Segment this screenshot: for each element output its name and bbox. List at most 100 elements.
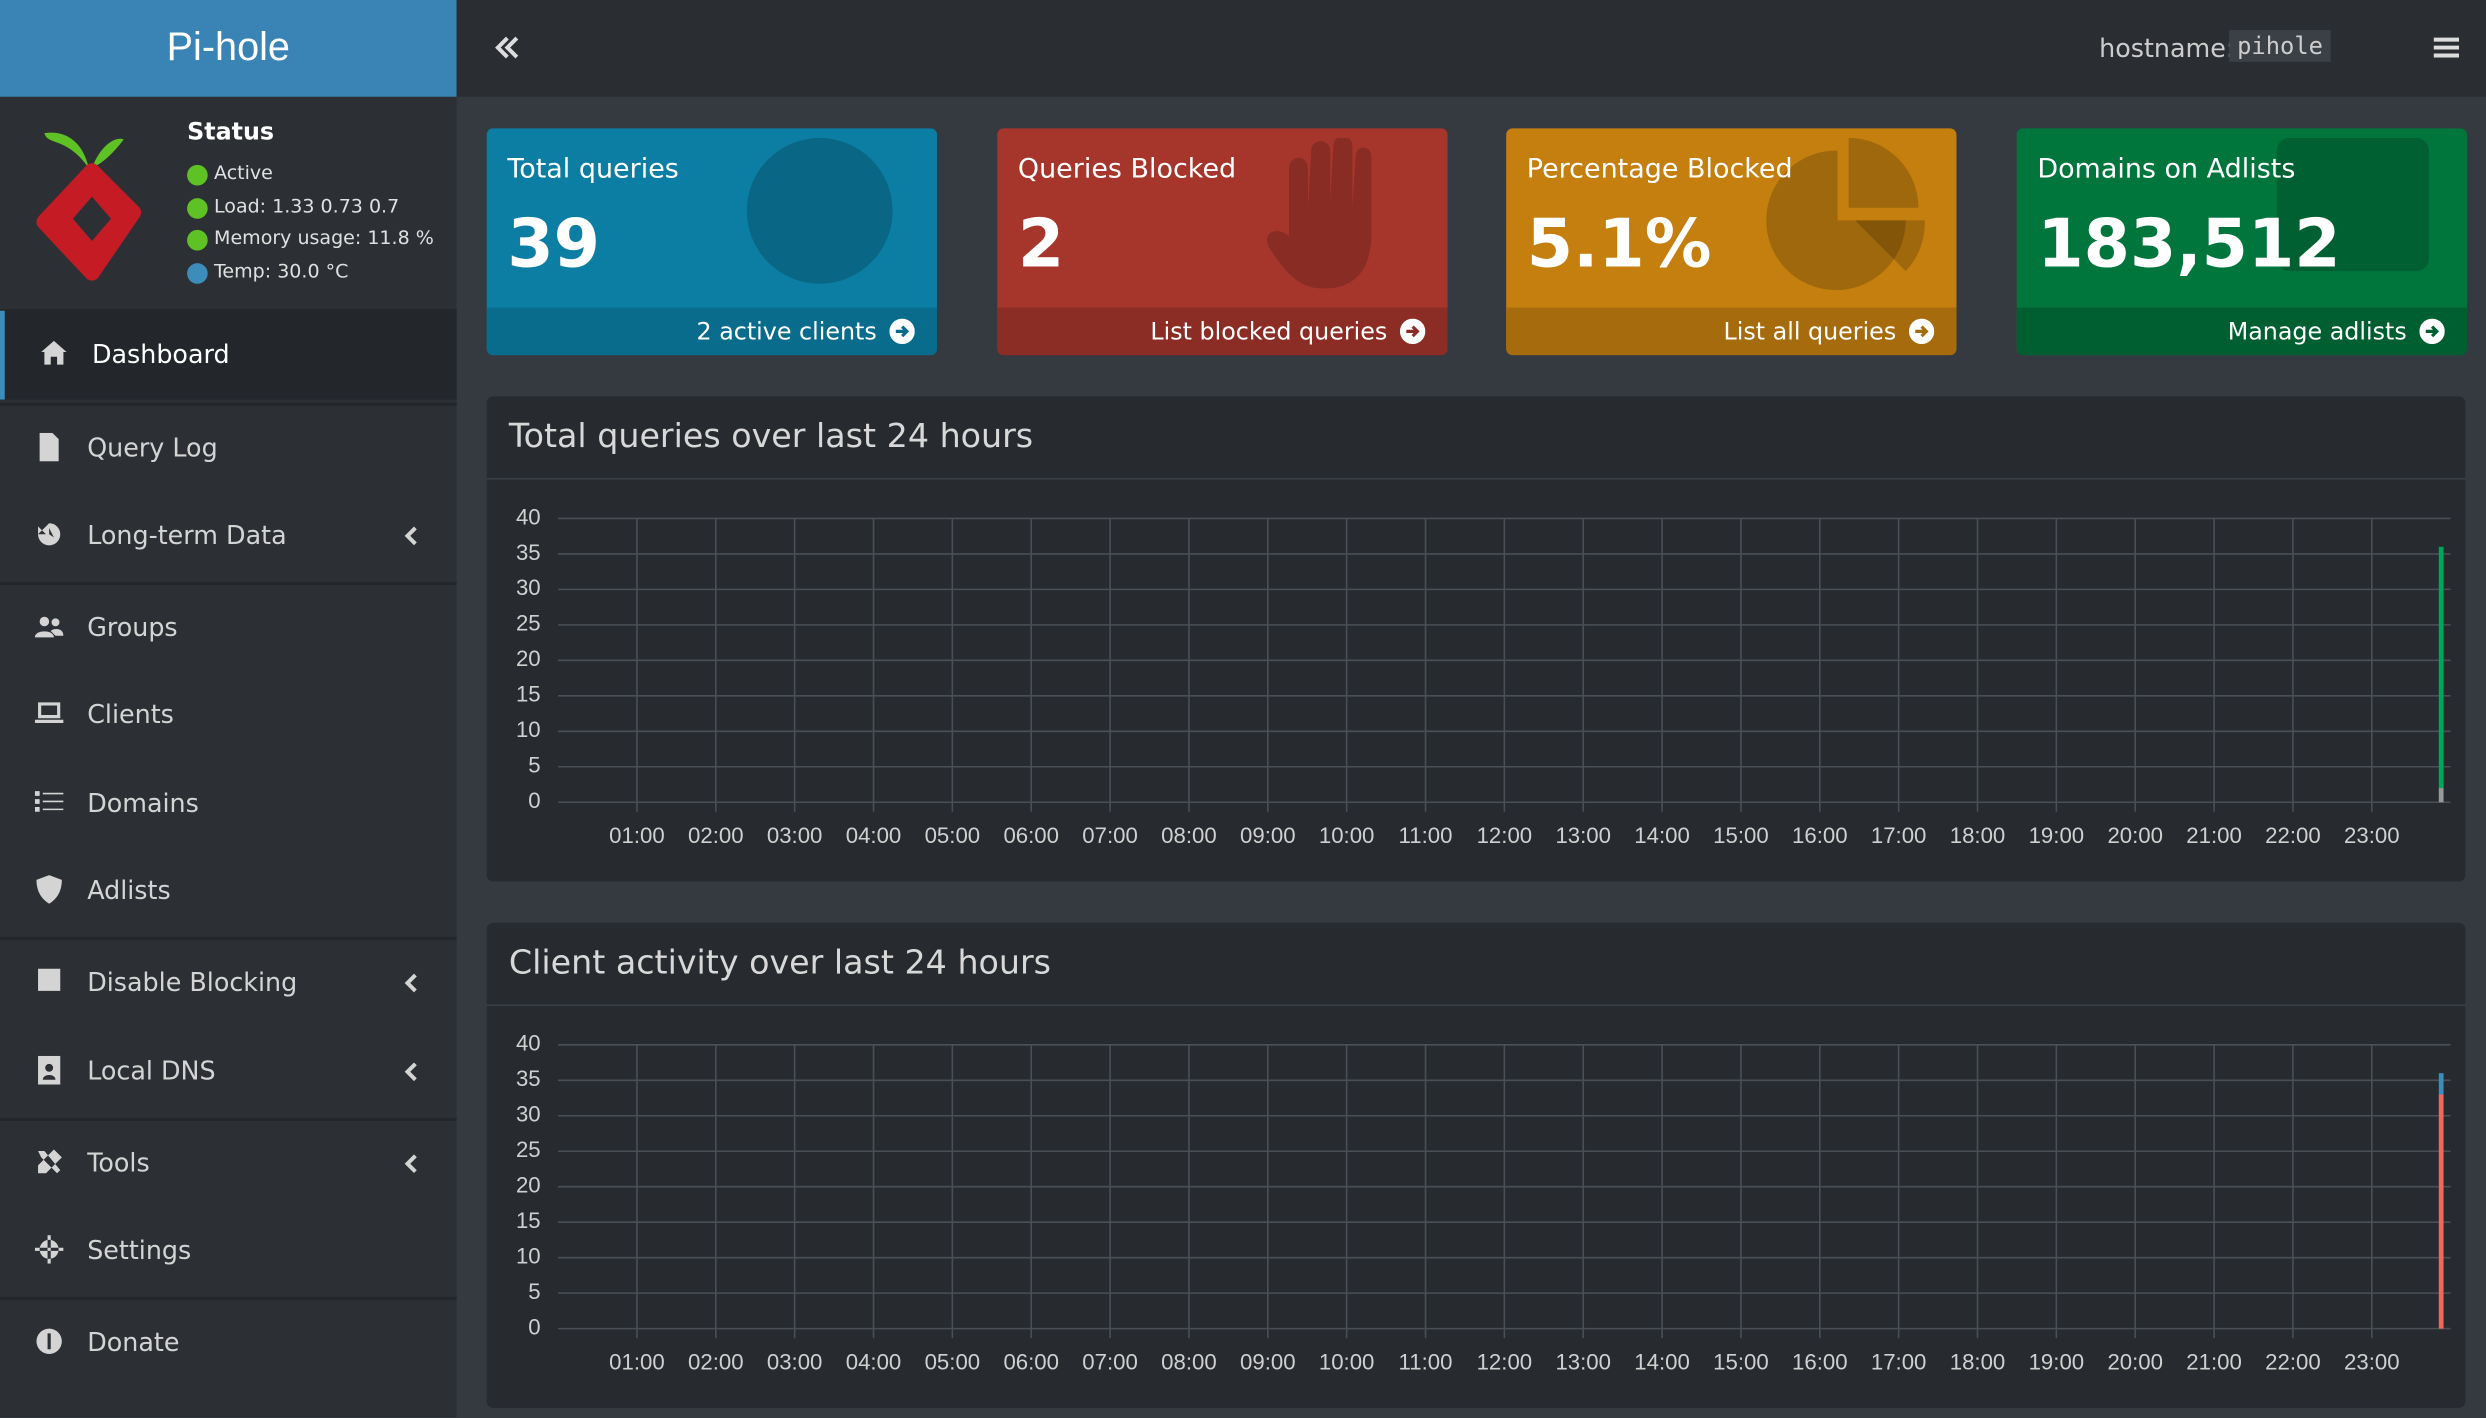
card-footer[interactable]: List blocked queries: [997, 307, 1448, 356]
menu-label: Donate: [87, 1327, 180, 1358]
hostname: pihole: [2229, 30, 2331, 62]
icon-shape: [38, 968, 61, 991]
card-value: 2: [1017, 204, 1065, 283]
icon-shape: [36, 875, 62, 904]
icon-shape: [38, 1055, 61, 1085]
card-title: Queries Blocked: [1017, 153, 1237, 186]
x-tick-label: 03:00: [767, 1349, 823, 1374]
x-tick-label: 16:00: [1792, 1349, 1848, 1374]
menu-label: Local DNS: [87, 1055, 216, 1087]
menu-label: Domains: [87, 787, 199, 819]
x-tick-label: 04:00: [846, 1349, 902, 1374]
icon-shape: [1267, 137, 1372, 289]
info-card: Domains on Adlists 183,512 Manage adlists: [2016, 128, 2467, 356]
icon-shape: [1848, 137, 1919, 208]
menu-label: Groups: [87, 611, 178, 643]
x-tick-label: 14:00: [1634, 1349, 1690, 1374]
icon-shape: [1854, 220, 1925, 272]
icon-shape: [36, 1328, 62, 1354]
card-footer[interactable]: Manage adlists: [2016, 307, 2467, 356]
menu-item[interactable]: Tools: [0, 1119, 457, 1208]
separator: [0, 581, 457, 586]
menu-icon: [39, 432, 59, 462]
card-title: Domains on Adlists: [2037, 153, 2296, 186]
bar: [2438, 1094, 2444, 1329]
menu-icon: [38, 523, 61, 546]
menu-item[interactable]: Local DNS: [0, 1027, 457, 1116]
x-tick-label: 09:00: [1240, 1349, 1296, 1374]
y-tick-label: 40: [516, 1031, 541, 1056]
x-tick-label: 21:00: [2186, 823, 2242, 848]
y-tick-label: 5: [528, 753, 540, 778]
y-tick-label: 15: [516, 682, 541, 707]
x-tick-label: 22:00: [2265, 1349, 2321, 1374]
card-value: 5.1%: [1526, 204, 1712, 283]
menu-item[interactable]: Adlists: [0, 847, 457, 936]
menu-item[interactable]: Clients: [0, 671, 457, 760]
menu-item[interactable]: Domains: [0, 759, 457, 848]
y-tick-label: 35: [516, 1066, 541, 1091]
menu-label: Tools: [87, 1147, 150, 1178]
menu-item[interactable]: Settings: [0, 1207, 457, 1296]
chart: Client activity over last 24 hours 0 5 10 15…: [486, 942, 2466, 1374]
x-tick-label: 21:00: [2186, 1349, 2242, 1374]
x-tick-label: 12:00: [1477, 1349, 1533, 1374]
status-title: Status: [187, 117, 275, 146]
collapse-button[interactable]: [495, 36, 520, 59]
link-arrow: [1399, 318, 1426, 345]
menu-item[interactable]: Dashboard: [0, 310, 457, 400]
y-tick-label: 0: [528, 1314, 540, 1339]
icon-shape: [38, 1149, 62, 1174]
x-tick-label: 17:00: [1871, 1349, 1927, 1374]
icon-shape: [746, 137, 893, 284]
x-tick-label: 06:00: [1003, 823, 1059, 848]
status-dot: [187, 197, 208, 219]
x-tick-label: 16:00: [1792, 823, 1848, 848]
card-link: Manage adlists: [2227, 317, 2407, 346]
x-tick-label: 15:00: [1713, 1349, 1769, 1374]
icon-shape: [2276, 137, 2429, 272]
menu-item[interactable]: Query Log: [0, 404, 457, 493]
menu-item[interactable]: Groups: [0, 583, 457, 672]
y-tick-label: 40: [516, 504, 541, 529]
link-arrow: [1908, 318, 1935, 345]
card-footer[interactable]: List all queries: [1506, 307, 1957, 356]
brand[interactable]: Pi-hole: [0, 0, 457, 97]
x-tick-label: 10:00: [1319, 1349, 1375, 1374]
logo: [36, 132, 142, 281]
card-icon: [746, 137, 893, 284]
menu-icon: [36, 1328, 62, 1354]
y-tick-label: 5: [528, 1279, 540, 1304]
arrow-shape: [404, 973, 417, 993]
menu-item[interactable]: Long-term Data: [0, 491, 457, 580]
menu-icon: [41, 340, 67, 365]
x-tick-label: 18:00: [1950, 823, 2006, 848]
status-dot: [187, 262, 208, 284]
x-tick-label: 04:00: [846, 823, 902, 848]
sidebar: Pi-hole Status Active Load: 1.33 0.73 0.7…: [0, 0, 457, 1418]
arrow-shape: [404, 526, 417, 546]
menu-label: Long-term Data: [87, 520, 287, 551]
x-tick-label: 05:00: [925, 823, 981, 848]
x-tick-label: 01:00: [609, 1349, 665, 1374]
icon-shape: [41, 340, 67, 365]
x-tick-label: 13:00: [1555, 1349, 1611, 1374]
y-tick-label: 20: [516, 1173, 541, 1198]
menu-icon: [34, 1235, 64, 1264]
menu-item[interactable]: Donate: [0, 1298, 457, 1387]
status-text: Memory usage: 11.8 %: [214, 226, 434, 249]
arrow-shape: [404, 1154, 417, 1174]
card-icon: [2276, 137, 2429, 272]
x-tick-label: 07:00: [1082, 823, 1138, 848]
y-tick-label: 0: [528, 788, 540, 813]
y-tick-label: 30: [516, 1102, 541, 1127]
arrow-shape: [404, 1062, 417, 1082]
icon-shape: [34, 616, 64, 638]
menu-item[interactable]: Disable Blocking: [0, 939, 457, 1028]
chart-title: Total queries over last 24 hours: [508, 416, 1033, 455]
chart-box: Client activity over last 24 hours 0 5 10 15…: [486, 922, 2466, 1408]
arrow-shape: [895, 325, 910, 338]
menu-button[interactable]: [2433, 36, 2460, 58]
card-footer[interactable]: 2 active clients: [486, 307, 938, 356]
submenu-arrow: [404, 1154, 417, 1174]
